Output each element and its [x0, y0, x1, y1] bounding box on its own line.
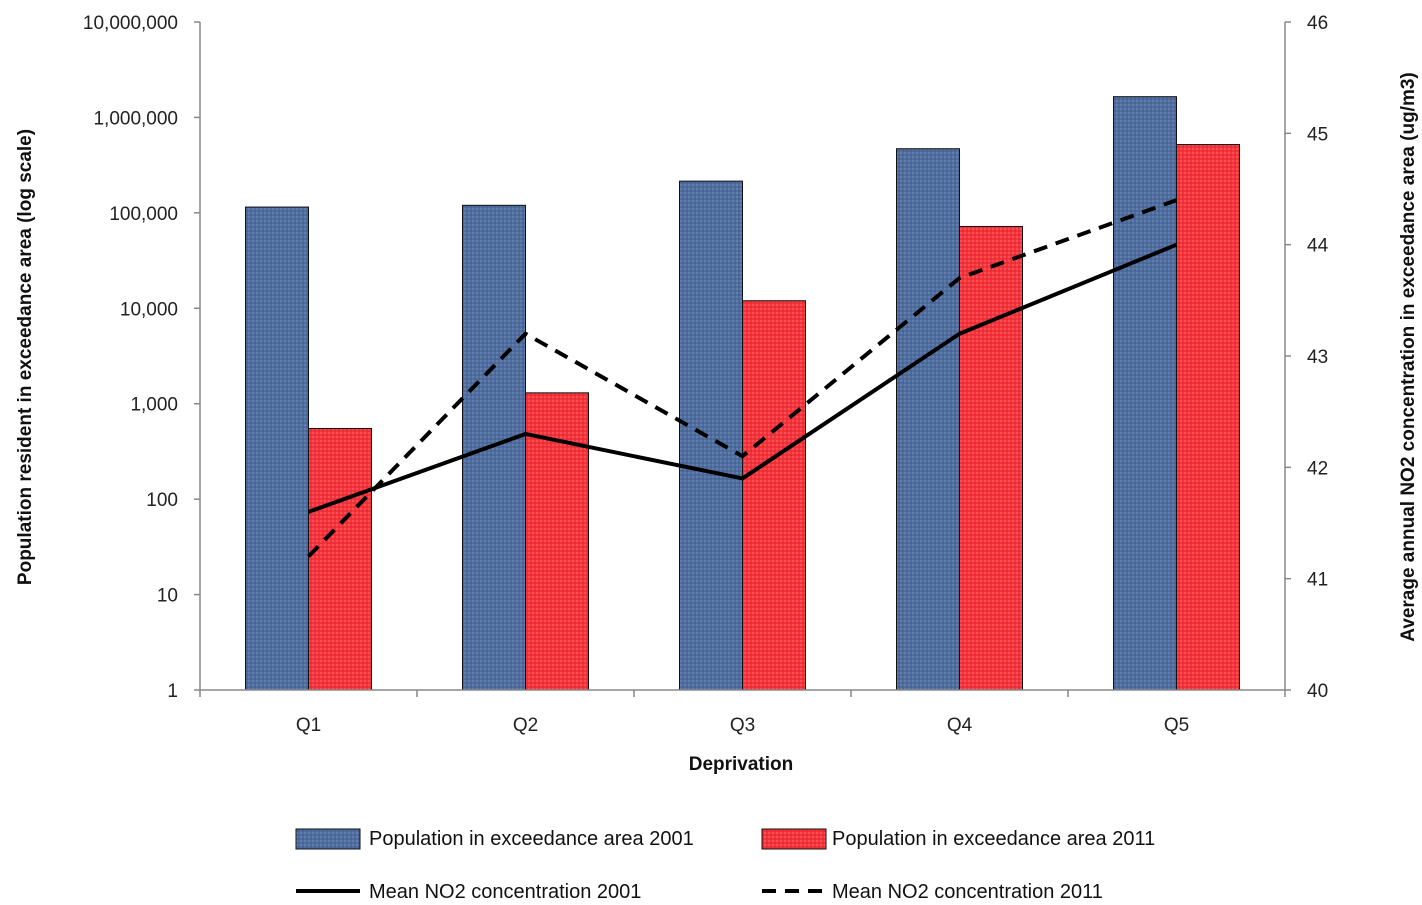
bars-group	[245, 96, 1240, 691]
bar-2001-q5	[1113, 96, 1177, 691]
left-y-ticks: 1 10 100 1,000 10,000 100,000 1,000,000 10,000,…	[83, 13, 200, 702]
legend-label: Mean NO2 concentration 2001	[369, 881, 641, 903]
right-y-tick-label: 41	[1307, 570, 1328, 591]
right-y-tick-label: 45	[1307, 124, 1328, 145]
bar-2001-q4	[896, 148, 960, 691]
left-y-tick-label: 100	[146, 490, 178, 511]
lines-group	[307, 198, 1178, 558]
right-y-tick-label: 44	[1307, 236, 1329, 257]
bar-2001-q1	[245, 206, 309, 691]
right-y-tick-label: 42	[1307, 458, 1328, 479]
x-ticks: Q1 Q2 Q3 Q4 Q5	[199, 690, 1286, 736]
bar-2011-q1	[308, 427, 372, 691]
right-y-tick-label: 40	[1307, 681, 1328, 702]
left-y-tick-label: 100,000	[109, 204, 178, 225]
left-y-tick-label: 1,000	[130, 395, 178, 416]
bar-2001-q3	[679, 180, 743, 691]
right-y-tick-label: 46	[1307, 13, 1328, 34]
bar-2011-q3	[742, 300, 806, 691]
left-y-tick-label: 10	[157, 586, 178, 607]
left-y-tick-label: 1	[167, 681, 178, 702]
x-axis-title: Deprivation	[689, 754, 794, 775]
x-tick-label: Q4	[947, 715, 973, 736]
x-tick-label: Q5	[1164, 715, 1189, 736]
x-tick-label: Q1	[296, 715, 321, 736]
line-no2-2011	[307, 198, 1178, 558]
legend-swatch-bar	[295, 828, 361, 850]
right-y-ticks: 40 41 42 43 44 45 46	[1285, 13, 1329, 702]
left-y-tick-label: 1,000,000	[93, 108, 178, 129]
legend: Population in exceedance area 2001 Popula…	[295, 828, 1155, 903]
x-tick-label: Q3	[730, 715, 755, 736]
legend-label: Population in exceedance area 2001	[369, 828, 694, 850]
left-y-axis-title: Population resident in exceedance area (…	[15, 129, 36, 585]
right-y-tick-label: 43	[1307, 347, 1328, 368]
bar-2011-q4	[959, 225, 1023, 691]
legend-swatch-bar	[761, 828, 827, 850]
left-y-tick-label: 10,000	[120, 299, 178, 320]
right-y-axis-title: Average annual NO2 concentration in exce…	[1398, 72, 1419, 642]
legend-label: Mean NO2 concentration 2011	[832, 881, 1103, 903]
bar-2001-q2	[462, 204, 526, 691]
line-no2-2001	[307, 242, 1178, 514]
left-y-tick-label: 10,000,000	[83, 13, 178, 34]
x-tick-label: Q2	[513, 715, 538, 736]
bar-2011-q5	[1176, 144, 1240, 691]
legend-label: Population in exceedance area 2011	[832, 828, 1155, 850]
